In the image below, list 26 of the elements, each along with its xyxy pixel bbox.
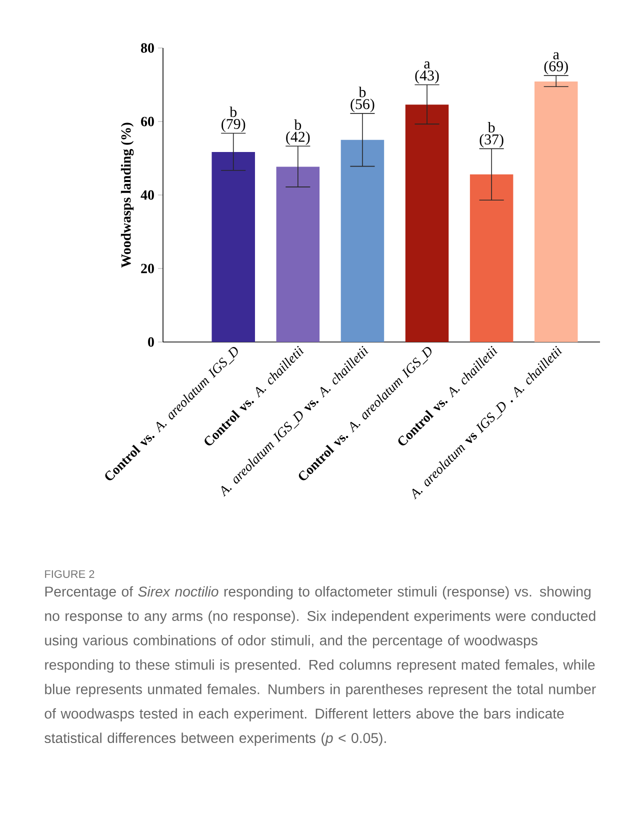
y-tick-label: 40	[140, 190, 154, 200]
annotation: (43)	[415, 70, 439, 84]
y-tick-label: 60	[141, 116, 154, 126]
y-tick-label: 20	[141, 264, 154, 274]
bar	[470, 174, 514, 342]
annotation: (37)	[480, 134, 504, 148]
bar	[534, 81, 578, 342]
bar	[340, 140, 384, 342]
bar	[276, 166, 320, 342]
annotation: b	[488, 122, 495, 133]
annotation: b	[294, 119, 302, 130]
y-tick-label: 0	[148, 337, 154, 347]
annotation: (42)	[286, 131, 310, 145]
annotation: a	[553, 52, 560, 60]
annotation: (69)	[544, 60, 568, 74]
annotation: b	[358, 86, 366, 98]
annotation: (56)	[350, 98, 374, 112]
bar	[212, 152, 255, 342]
text: Percentage of Sirex noctilio responding to olfactometer stimuli (response) vs. showing no response to any arms (no response). Six independent experiments were conducted using various combinations of odor stimuli, and the percentage of woodwasps responding to these stimuli is presented. Red columns represent mated females, while blue represents unmated females. Numbers in parentheses represent the total number of woodwasps tested in each experiment. Different letters above the bars indicate statistical differences between experiments (p < 0.05).	[44, 586, 596, 746]
y-tick-label: 80	[141, 43, 154, 53]
caption: FIGURE 2	[45, 570, 94, 578]
bar	[405, 104, 449, 342]
annotation: a	[424, 61, 430, 69]
annotation: (79)	[222, 118, 246, 132]
annotation: b	[230, 106, 237, 118]
y-axis-title: Woodwasps landing (%)	[120, 122, 134, 268]
